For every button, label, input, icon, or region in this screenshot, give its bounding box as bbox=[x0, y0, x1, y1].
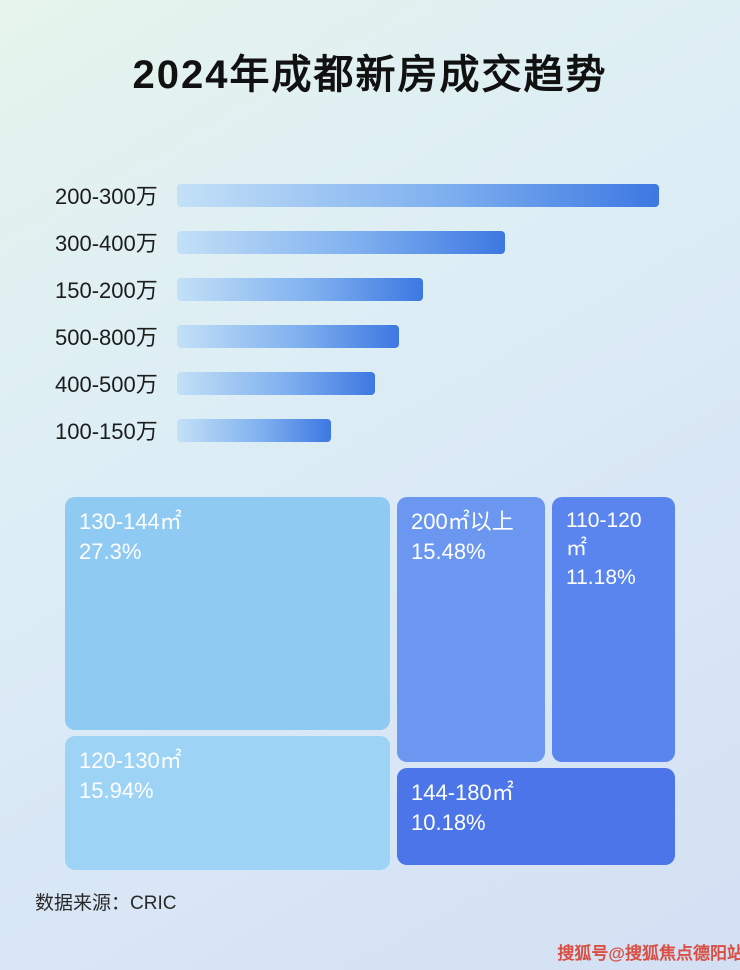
data-source-note: 数据来源：CRIC bbox=[35, 893, 177, 914]
bar-row: 200-300万 bbox=[55, 183, 685, 209]
bar-fill bbox=[177, 277, 423, 301]
bar-category-label: 100-150万 bbox=[55, 419, 158, 444]
bar-category-label: 150-200万 bbox=[55, 278, 158, 303]
bar-fill bbox=[177, 371, 375, 395]
treemap-block-value: 15.48% bbox=[411, 538, 486, 564]
bar-row: 300-400万 bbox=[55, 230, 685, 256]
treemap-block-label: 110-120㎡ bbox=[566, 509, 642, 561]
bar-fill bbox=[177, 324, 399, 348]
treemap-block: 130-144㎡ 27.3% bbox=[65, 497, 390, 730]
treemap-block: 200㎡以上 15.48% bbox=[397, 497, 545, 762]
treemap-block-label: 200㎡以上 bbox=[411, 509, 514, 534]
treemap-block: 120-130㎡ 15.94% bbox=[65, 736, 390, 870]
treemap-block-label: 130-144㎡ bbox=[79, 509, 182, 534]
bar-fill bbox=[177, 183, 659, 207]
bar-track bbox=[177, 371, 659, 395]
bar-track bbox=[177, 183, 659, 207]
bar-row: 400-500万 bbox=[55, 371, 685, 397]
treemap-block-label: 120-130㎡ bbox=[79, 748, 182, 773]
bar-fill bbox=[177, 230, 505, 254]
treemap-block-value: 10.18% bbox=[411, 809, 486, 835]
bar-category-label: 300-400万 bbox=[55, 231, 158, 256]
treemap-block-value: 11.18% bbox=[566, 565, 636, 589]
bar-category-label: 200-300万 bbox=[55, 184, 158, 209]
area-share-treemap: 130-144㎡ 27.3% 120-130㎡ 15.94% 200㎡以上 15… bbox=[65, 497, 675, 870]
treemap-block: 110-120㎡ 11.18% bbox=[552, 497, 675, 762]
bar-category-label: 500-800万 bbox=[55, 325, 158, 350]
page-title: 2024年成都新房成交趋势 bbox=[132, 53, 608, 97]
watermark-text: 搜狐号@搜狐焦点德阳站 bbox=[557, 944, 740, 963]
bar-fill bbox=[177, 418, 332, 442]
treemap-block-value: 15.94% bbox=[79, 777, 154, 803]
price-range-bar-chart: 200-300万 300-400万 150-200万 500-800万 400-… bbox=[55, 183, 685, 465]
bar-track bbox=[177, 418, 659, 442]
treemap-block-label: 144-180㎡ bbox=[411, 780, 514, 805]
bar-row: 150-200万 bbox=[55, 277, 685, 303]
bar-category-label: 400-500万 bbox=[55, 372, 158, 397]
treemap-block-value: 27.3% bbox=[79, 538, 142, 564]
bar-row: 500-800万 bbox=[55, 324, 685, 350]
treemap-block: 144-180㎡ 10.18% bbox=[397, 768, 675, 865]
bar-track bbox=[177, 277, 659, 301]
bar-track bbox=[177, 324, 659, 348]
bar-row: 100-150万 bbox=[55, 418, 685, 444]
bar-track bbox=[177, 230, 659, 254]
